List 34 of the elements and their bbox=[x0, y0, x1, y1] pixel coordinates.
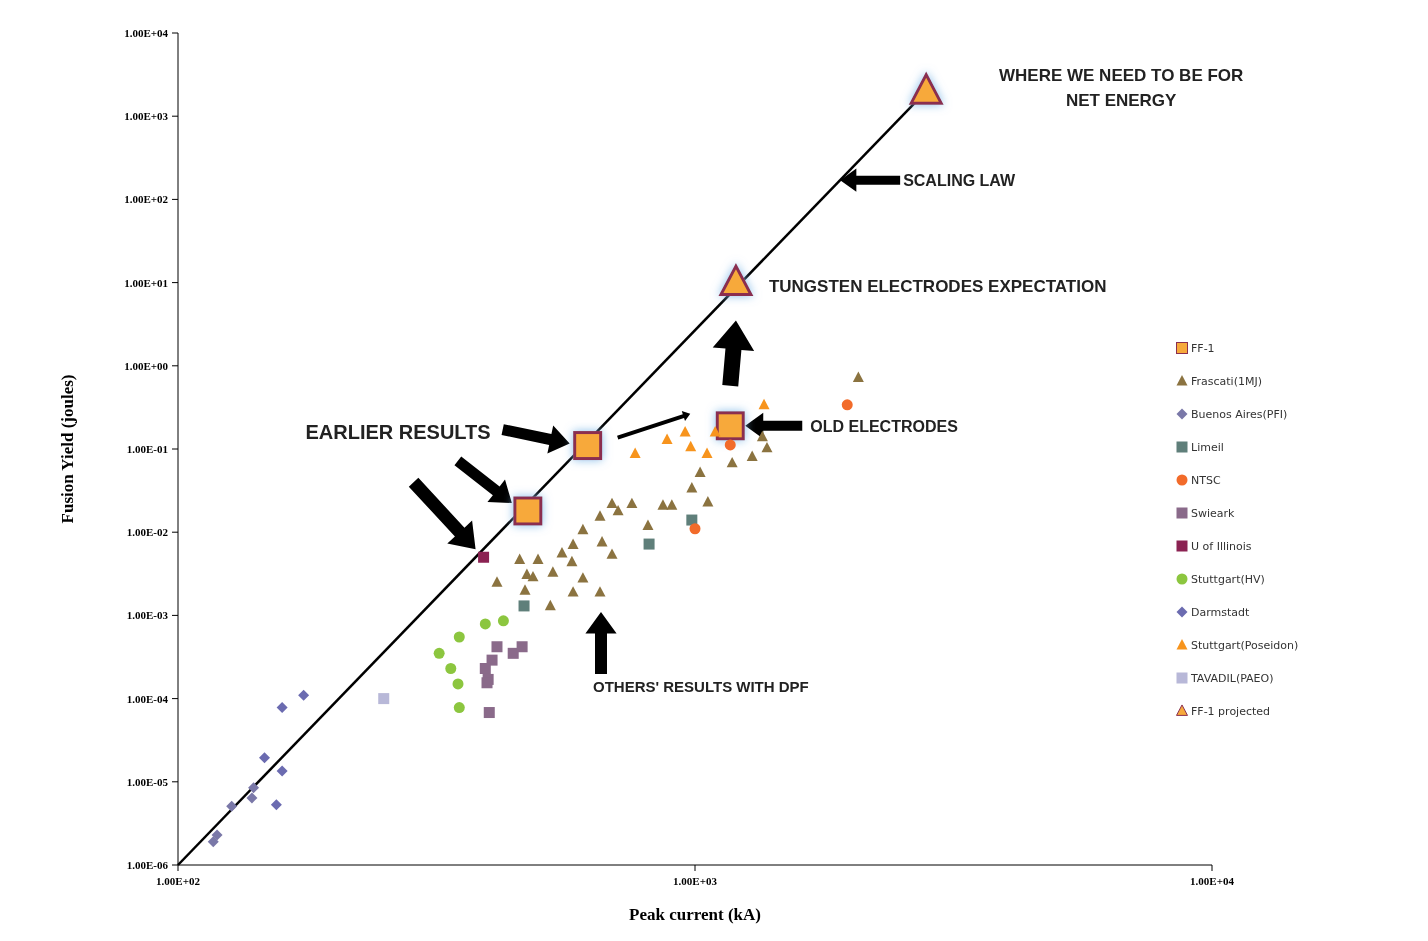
annotation: OTHERS' RESULTS WITH DPF bbox=[593, 678, 809, 695]
legend-label: Buenos Aires(PFI) bbox=[1191, 408, 1288, 421]
y-tick-label: 1.00E+02 bbox=[124, 193, 169, 206]
y-tick-label: 1.00E-03 bbox=[126, 609, 169, 622]
y-tick-label: 1.00E-04 bbox=[126, 692, 169, 705]
annotation: OLD ELECTRODES bbox=[810, 417, 959, 435]
legend-label: Swieark bbox=[1191, 507, 1236, 520]
legend-label: Frascati(1MJ) bbox=[1191, 375, 1262, 388]
legend-label: FF-1 bbox=[1191, 342, 1215, 355]
legend-label: TAVADIL(PAEO) bbox=[1190, 672, 1274, 685]
y-tick-label: 1.00E+03 bbox=[124, 110, 169, 123]
y-tick-label: 1.00E-05 bbox=[126, 775, 169, 788]
legend-label: Stuttgart(HV) bbox=[1191, 573, 1265, 586]
x-tick-label: 1.00E+03 bbox=[673, 875, 718, 887]
y-tick-label: 1.00E+01 bbox=[124, 276, 168, 289]
y-tick-label: 1.00E-01 bbox=[126, 443, 168, 455]
y-tick-label: 1.00E+00 bbox=[124, 359, 169, 372]
y-tick-label: 1.00E-06 bbox=[126, 859, 169, 871]
annotation: WHERE WE NEED TO BE FOR NET ENERGY bbox=[999, 66, 1244, 111]
legend-label: Limeil bbox=[1191, 441, 1224, 454]
y-tick-label: 1.00E+04 bbox=[124, 27, 169, 39]
legend-label: NTSC bbox=[1191, 474, 1221, 487]
y-tick-label: 1.00E-02 bbox=[126, 526, 169, 539]
x-tick-label: 1.00E+04 bbox=[1190, 875, 1235, 887]
annotation: SCALING LAW bbox=[903, 172, 1017, 190]
legend-label: FF-1 projected bbox=[1191, 705, 1271, 718]
legend-label: U of Illinois bbox=[1191, 540, 1252, 553]
x-axis-title: Peak current (kA) bbox=[629, 905, 761, 924]
legend-label: Stuttgart(Poseidon) bbox=[1191, 639, 1299, 652]
y-axis-title: Fusion Yield (joules) bbox=[58, 374, 77, 524]
x-tick-label: 1.00E+02 bbox=[156, 875, 201, 887]
annotation: EARLIER RESULTS bbox=[305, 420, 491, 443]
legend-label: Darmstadt bbox=[1191, 606, 1251, 619]
annotation: TUNGSTEN ELECTRODES EXPECTATION bbox=[768, 276, 1107, 296]
